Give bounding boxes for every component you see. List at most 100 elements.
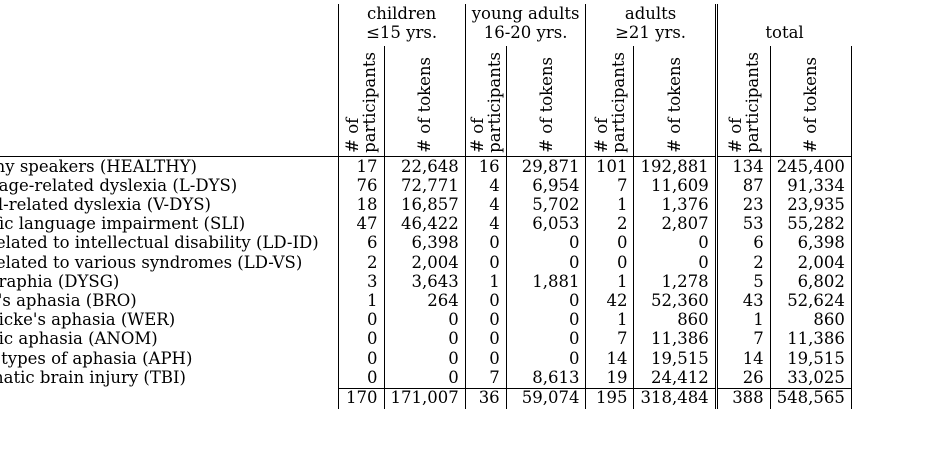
tokens-cell: 33,025 [769, 368, 852, 389]
tokens-cell: 2,004 [383, 253, 466, 273]
tokens-cell: 6,954 [505, 176, 586, 196]
participants-cell: 7 [585, 176, 634, 196]
subheader-tokens-adults: # of tokens [633, 46, 717, 157]
tokens-cell: 16,857 [383, 195, 466, 215]
participants-cell: 14 [714, 349, 771, 369]
participants-cell: 36 [464, 387, 507, 409]
participants-cell: 76 [337, 176, 384, 196]
participants-cell: 1 [714, 310, 771, 331]
participants-cell: 388 [714, 387, 771, 409]
tokens-cell: 24,412 [633, 368, 717, 389]
tokens-cell: 0 [505, 253, 586, 273]
tokens-cell: 19,515 [633, 349, 717, 369]
tokens-cell: 52,624 [769, 291, 852, 311]
participants-cell: 47 [337, 214, 384, 235]
tokens-cell: 548,565 [769, 387, 852, 409]
tokens-cell: 6,053 [505, 214, 586, 235]
tokens-cell: 0 [633, 253, 717, 273]
tokens-cell: 1,881 [505, 272, 586, 292]
participants-cell: 42 [585, 291, 634, 311]
participants-cell: 2 [714, 253, 771, 273]
tokens-cell: 23,935 [769, 195, 852, 215]
participants-cell: 2 [337, 253, 384, 273]
tokens-cell: 171,007 [383, 387, 466, 409]
row-label: nicke's aphasia (WER) [0, 310, 176, 330]
participants-cell: 1 [464, 272, 507, 292]
tokens-cell: 2,807 [633, 214, 717, 235]
tokens-cell: 860 [769, 310, 852, 331]
participants-cell: 0 [464, 291, 507, 311]
table-row: related to various syndromes (LD-VS) 2 2,0… [0, 252, 852, 273]
subheader-tokens-young-adults: # of tokens [505, 46, 586, 157]
tokens-cell: 11,609 [633, 176, 717, 196]
tokens-cell: 59,074 [505, 387, 586, 409]
row-label: al-related dyslexia (V-DYS) [0, 195, 211, 215]
group-header-row: children ≤15 yrs. young adults 16-20 yrs. … [0, 4, 852, 46]
tokens-cell: 0 [383, 349, 466, 369]
participants-cell: 101 [585, 156, 634, 177]
tokens-cell: 46,422 [383, 214, 466, 235]
tokens-cell: 2,004 [769, 253, 852, 273]
tokens-cell: 6,398 [769, 234, 852, 254]
group-header-young-adults: young adults 16-20 yrs. [464, 4, 586, 46]
row-label: r types of aphasia (APH) [0, 348, 193, 368]
tokens-cell: 245,400 [769, 156, 852, 177]
row-label: matic brain injury (TBI) [0, 368, 186, 387]
participants-cell: 4 [464, 176, 507, 196]
participants-cell: 1 [585, 272, 634, 292]
participants-cell: 2 [585, 214, 634, 235]
tokens-cell: 0 [505, 310, 586, 331]
participants-cell: 0 [337, 349, 384, 369]
participants-cell: 5 [714, 272, 771, 292]
row-label: related to intellectual disability (LD-I… [0, 233, 319, 253]
participants-cell: 195 [585, 387, 634, 409]
participants-cell: 0 [585, 253, 634, 273]
row-label: uage-related dyslexia (L-DYS) [0, 175, 238, 195]
subheader-row: # of participants # of tokens # of participa… [0, 46, 852, 157]
row-label: a's aphasia (BRO) [0, 291, 137, 310]
participants-cell: 26 [714, 368, 771, 389]
subheader-participants-total: # of participants [714, 46, 771, 157]
group-header-children: children ≤15 yrs. [337, 4, 466, 46]
table-row: r types of aphasia (APH) 0 0 0 0 14 19,515 14 19… [0, 348, 852, 369]
participants-cell: 0 [337, 368, 384, 389]
tokens-cell: 1,376 [633, 195, 717, 215]
tokens-cell: 72,771 [383, 176, 466, 196]
participants-cell: 1 [337, 291, 384, 311]
participants-cell: 23 [714, 195, 771, 215]
subheader-tokens-children: # of tokens [383, 46, 466, 157]
participants-cell: 19 [585, 368, 634, 389]
tokens-cell: 0 [505, 234, 586, 254]
subheader-participants-children: # of participants [337, 46, 384, 157]
participants-cell: 16 [464, 156, 507, 177]
tokens-cell: 264 [383, 291, 466, 311]
participants-cell: 0 [464, 310, 507, 331]
table-row: graphia (DYSG) 3 3,643 1 1,881 1 1,278 5 6,802 [0, 272, 852, 292]
tokens-cell: 8,613 [505, 368, 586, 389]
table-row: thy speakers (HEALTHY) 17 22,648 16 29,871 10… [0, 156, 852, 177]
tokens-cell: 3,643 [383, 272, 466, 292]
participants-cell: 4 [464, 214, 507, 235]
row-label: ific language impairment (SLI) [0, 214, 246, 234]
participants-cell: 14 [585, 349, 634, 369]
subheader-participants-young-adults: # of participants [464, 46, 507, 157]
tokens-cell: 11,386 [633, 330, 717, 350]
participants-cell: 0 [464, 253, 507, 273]
tokens-cell: 22,648 [383, 156, 466, 177]
corner-cell-2 [0, 46, 338, 157]
table-row: nic aphasia (ANOM) 0 0 0 0 7 11,386 7 11,386 [0, 330, 852, 350]
tokens-cell: 19,515 [769, 349, 852, 369]
participants-cell: 7 [464, 368, 507, 389]
participants-cell: 4 [464, 195, 507, 215]
tokens-cell: 0 [383, 368, 466, 389]
corner-cell [0, 4, 338, 46]
tokens-cell: 0 [505, 349, 586, 369]
participants-cell: 1 [585, 310, 634, 331]
table-row: matic brain injury (TBI) 0 0 7 8,613 19 24,412… [0, 368, 852, 389]
participants-cell: 6 [337, 234, 384, 254]
tokens-cell: 0 [633, 234, 717, 254]
tokens-cell: 0 [505, 291, 586, 311]
participants-cell: 0 [337, 330, 384, 350]
row-label: related to various syndromes (LD-VS) [0, 252, 303, 272]
tokens-cell: 6,802 [769, 272, 852, 292]
